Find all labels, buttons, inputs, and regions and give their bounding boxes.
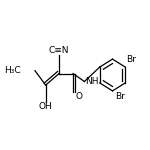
Text: NH: NH (85, 77, 99, 86)
Text: Br: Br (126, 56, 136, 64)
Text: Br: Br (115, 92, 125, 101)
Text: O: O (75, 92, 82, 101)
Text: H₃C: H₃C (4, 66, 20, 75)
Text: C≡N: C≡N (49, 46, 69, 55)
Text: OH: OH (39, 102, 52, 111)
